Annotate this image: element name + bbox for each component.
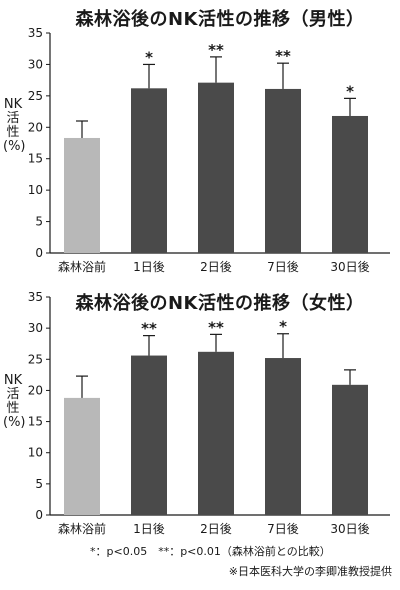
category-label-female: 森林浴前 [58, 521, 106, 536]
chart-title-male: 森林浴後のNK活性の推移（男性） [75, 9, 365, 30]
category-label-male: 森林浴前 [58, 259, 106, 274]
y-tick-label-male: 15 [28, 152, 43, 166]
y-tick-label-male: 0 [35, 246, 43, 260]
significance-marker-female: * [279, 318, 287, 336]
significance-marker-male: ** [208, 41, 224, 59]
bar-female [64, 397, 100, 515]
y-tick-label-female: 15 [28, 415, 43, 429]
bar-male [131, 88, 167, 253]
chart-title-female: 森林浴後のNK活性の推移（女性） [75, 293, 365, 314]
bar-female [265, 358, 301, 515]
significance-marker-male: * [346, 82, 354, 100]
y-axis-label-female: NK活性(%) [3, 373, 26, 430]
significance-footnote: *：p<0.05 **：p<0.01（森林浴前との比較） [90, 545, 331, 558]
bar-male [64, 137, 100, 253]
bar-female [198, 351, 234, 515]
category-label-female: 1日後 [133, 522, 165, 536]
significance-marker-female: ** [208, 318, 224, 336]
category-label-male: 1日後 [133, 260, 165, 274]
y-tick-label-female: 0 [35, 508, 43, 522]
bar-female [332, 384, 368, 515]
y-tick-label-male: 30 [28, 57, 43, 71]
category-label-female: 30日後 [330, 522, 369, 536]
y-tick-label-female: 25 [28, 352, 43, 366]
y-tick-label-female: 30 [28, 321, 43, 335]
y-tick-label-female: 5 [35, 477, 43, 491]
category-label-female: 7日後 [267, 522, 299, 536]
category-label-male: 2日後 [200, 260, 232, 274]
y-tick-label-female: 20 [28, 383, 43, 397]
y-tick-label-male: 10 [28, 183, 43, 197]
y-tick-label-male: 20 [28, 120, 43, 134]
y-tick-label-male: 35 [28, 26, 43, 40]
category-label-female: 2日後 [200, 522, 232, 536]
y-tick-label-female: 10 [28, 446, 43, 460]
bar-male [265, 88, 301, 253]
significance-marker-male: * [145, 48, 153, 66]
bar-female [131, 355, 167, 515]
significance-marker-male: ** [275, 47, 291, 65]
category-label-male: 30日後 [330, 260, 369, 274]
bar-male [198, 82, 234, 254]
bar-male [332, 115, 368, 253]
category-label-male: 7日後 [267, 260, 299, 274]
y-tick-label-male: 5 [35, 215, 43, 229]
y-axis-label-male: NK活性(%) [3, 97, 26, 154]
credit-note: ※日本医科大学の李卿准教授提供 [228, 565, 392, 578]
significance-marker-female: ** [141, 320, 157, 338]
y-tick-label-male: 25 [28, 89, 43, 103]
y-tick-label-female: 35 [28, 290, 43, 304]
